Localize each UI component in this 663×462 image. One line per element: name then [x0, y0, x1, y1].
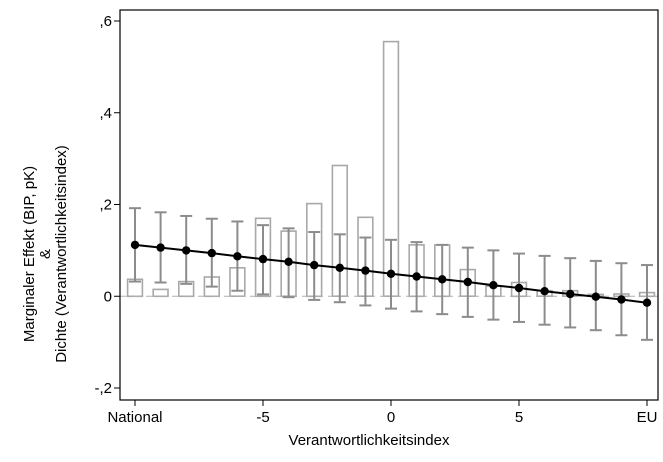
- y-tick-label: 0: [104, 288, 112, 305]
- density-bar: [152, 288, 169, 298]
- marginal-effect-point: [361, 266, 370, 275]
- y-tick-label: -,2: [94, 380, 112, 397]
- x-tick-label: 0: [387, 409, 395, 426]
- marginal-effect-point: [284, 257, 293, 266]
- y-axis-label-line-2: &: [37, 249, 54, 259]
- marginal-effect-point: [540, 287, 549, 296]
- marginal-effect-point: [489, 281, 498, 290]
- y-tick-label: ,2: [99, 197, 112, 214]
- x-axis-label: Verantwortlichkeitsindex: [289, 432, 450, 449]
- y-axis-ticks: -,2 0 ,2 ,4 ,6: [94, 13, 120, 397]
- marginal-effect-point: [233, 252, 242, 261]
- x-axis-ticks: National -5 0 5 EU: [107, 400, 657, 426]
- y-axis-label: Marginaler Effekt (BIP, pK) & Dichte (Ve…: [21, 145, 70, 363]
- y-tick-label: ,6: [99, 13, 112, 30]
- marginal-effect-point: [591, 292, 600, 301]
- marginal-effect-point: [617, 295, 626, 304]
- marginal-effect-point: [412, 272, 421, 281]
- marginal-effect-point: [642, 298, 652, 307]
- marginal-effect-point: [335, 263, 344, 272]
- y-tick-label: ,4: [99, 105, 112, 122]
- marginal-effect-series: [130, 240, 652, 307]
- y-axis-label-line-1: Marginaler Effekt (BIP, pK): [21, 166, 38, 342]
- marginal-effect-point: [182, 246, 191, 255]
- x-tick-label: -5: [256, 409, 269, 426]
- marginal-effect-point: [463, 277, 472, 287]
- plot-frame: [119, 9, 659, 401]
- x-tick-label: National: [107, 409, 162, 426]
- marginal-effect-point: [386, 269, 396, 278]
- x-tick-label: EU: [637, 409, 658, 426]
- marginal-effect-point: [130, 240, 140, 250]
- x-tick-label: 5: [515, 409, 523, 426]
- marginal-effect-point: [566, 289, 575, 299]
- y-axis-label-line-3: Dichte (Verantwortlichkeitsindex): [53, 145, 70, 363]
- marginal-effect-point: [207, 248, 216, 258]
- marginal-effect-point: [156, 243, 165, 252]
- marginal-effect-point: [438, 275, 447, 284]
- marginal-effect-point: [310, 260, 319, 270]
- marginal-effect-point: [258, 254, 268, 264]
- marginal-effect-point: [514, 283, 524, 293]
